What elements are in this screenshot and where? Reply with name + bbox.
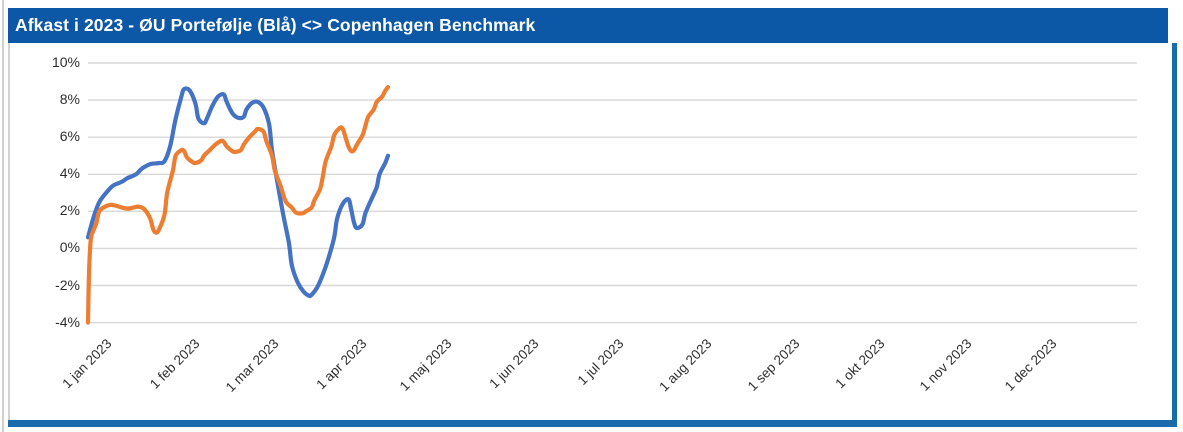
chart-title-bar: Afkast i 2023 - ØU Portefølje (Blå) <> C… (8, 8, 1168, 43)
chart-right-border (1172, 43, 1177, 427)
series-line-portfolio (85, 86, 391, 299)
chart-bottom-border (8, 420, 1177, 427)
series-line-benchmark (85, 85, 391, 325)
chart-title: Afkast i 2023 - ØU Portefølje (Blå) <> C… (15, 15, 536, 35)
page-left-edge (2, 0, 4, 432)
chart-plot-area (8, 43, 1176, 420)
